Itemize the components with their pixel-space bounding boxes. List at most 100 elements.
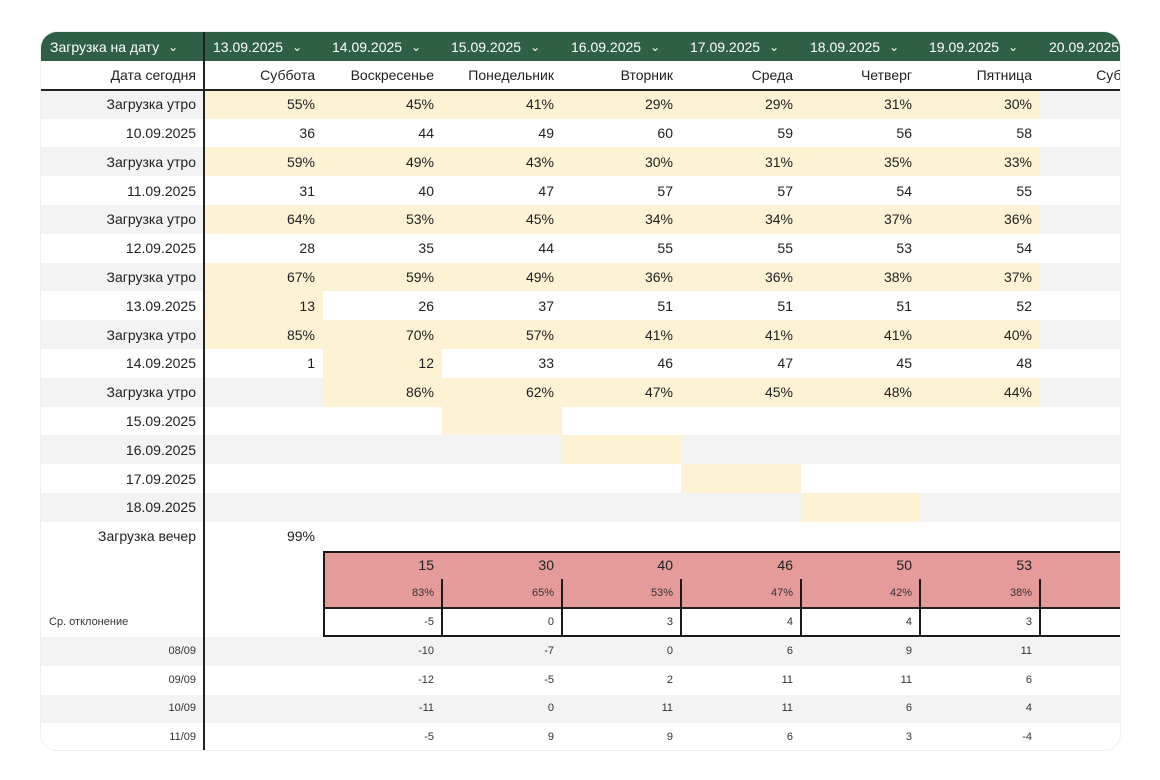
table-cell: 49 [442, 118, 562, 148]
row-label: Загрузка утро [41, 89, 204, 119]
chevron-down-icon[interactable]: ⌄ [168, 39, 179, 54]
summary-percent-cell: 38% [920, 579, 1040, 609]
table-cell: 44 [323, 118, 442, 148]
history-cell: 3 [801, 723, 920, 750]
table-cell: 43% [442, 147, 562, 177]
table-cell [681, 493, 801, 522]
load-forecast-grid: Загрузка на дату ⌄ 13.09.2025 ⌄ 14.09.2025 ⌄ 1… [41, 32, 1120, 750]
chevron-down-icon[interactable]: ⌄ [1008, 39, 1019, 54]
history-cell [1040, 637, 1120, 666]
history-cell: -10 [323, 637, 442, 666]
chevron-down-icon[interactable]: ⌄ [650, 39, 661, 54]
table-cell: 36% [562, 262, 681, 292]
table-cell: 55 [562, 233, 681, 263]
history-cell: 11 [562, 694, 681, 724]
date-header-dropdown[interactable]: 20.09.2025 [1040, 32, 1120, 61]
row-label: 08/09 [41, 637, 204, 666]
history-cell: 9 [801, 637, 920, 666]
row-label: 09/09 [41, 665, 204, 695]
table-cell [562, 464, 681, 493]
cell-separator [919, 579, 921, 637]
table-cell: 51 [562, 291, 681, 321]
table-cell [323, 464, 442, 493]
weekday-header: Среда [681, 61, 801, 90]
row-label: Загрузка вечер [41, 521, 204, 551]
row-label: 10/09 [41, 694, 204, 724]
table-cell: 55 [920, 176, 1040, 205]
table-cell: 31 [204, 176, 323, 205]
row-label: 13.09.2025 [41, 291, 204, 321]
table-cell: 12 [323, 349, 442, 378]
table-cell: 41% [562, 320, 681, 349]
history-cell [1040, 694, 1120, 724]
table-cell [442, 435, 562, 465]
table-cell: 35 [323, 233, 442, 263]
table-cell: 47% [562, 377, 681, 407]
table-cell: 31% [681, 147, 801, 177]
table-cell [1040, 205, 1120, 234]
table-cell [1040, 521, 1120, 551]
table-cell [1040, 320, 1120, 349]
table-cell: 53 [801, 233, 920, 263]
chevron-down-icon[interactable]: ⌄ [292, 39, 303, 54]
table-cell: 37% [920, 262, 1040, 292]
table-cell: 26 [323, 291, 442, 321]
chevron-down-icon[interactable]: ⌄ [769, 39, 780, 54]
chevron-down-icon[interactable]: ⌄ [411, 39, 422, 54]
header-label: 18.09.2025 [810, 38, 881, 55]
row-label [41, 550, 204, 580]
header-label: 14.09.2025 [332, 38, 403, 55]
table-cell: 85% [204, 320, 323, 349]
table-cell: 45% [323, 89, 442, 119]
deviation-cell [1040, 608, 1120, 637]
table-cell [1040, 493, 1120, 522]
header-label: 13.09.2025 [213, 38, 284, 55]
history-cell: 6 [681, 637, 801, 666]
table-cell [920, 464, 1040, 493]
table-cell: 48% [801, 377, 920, 407]
table-cell: 40% [920, 320, 1040, 349]
table-cell [1040, 291, 1120, 321]
table-cell [562, 521, 681, 551]
history-cell: -12 [323, 665, 442, 695]
history-cell: 11 [920, 637, 1040, 666]
frozen-column-divider [203, 32, 205, 750]
table-cell [1040, 176, 1120, 205]
table-cell [204, 406, 323, 436]
header-filter-dropdown[interactable]: Загрузка на дату ⌄ [41, 32, 204, 61]
table-cell: 57% [442, 320, 562, 349]
header-label: 16.09.2025 [571, 38, 642, 55]
date-header-dropdown[interactable]: 13.09.2025 ⌄ [204, 32, 323, 61]
date-header-dropdown[interactable]: 15.09.2025 ⌄ [442, 32, 562, 61]
summary-count-cell: 15 [323, 550, 442, 580]
date-header-dropdown[interactable]: 17.09.2025 ⌄ [681, 32, 801, 61]
date-header-dropdown[interactable]: 16.09.2025 ⌄ [562, 32, 681, 61]
table-cell [323, 521, 442, 551]
table-cell: 57 [562, 176, 681, 205]
cell-separator [441, 579, 443, 637]
date-header-dropdown[interactable]: 18.09.2025 ⌄ [801, 32, 920, 61]
table-cell: 29% [562, 89, 681, 119]
table-cell: 37 [442, 291, 562, 321]
chevron-down-icon[interactable]: ⌄ [889, 39, 900, 54]
summary-percent-cell [1040, 579, 1120, 609]
table-cell: 28 [204, 233, 323, 263]
table-cell: 86% [323, 377, 442, 407]
header-label: 17.09.2025 [690, 38, 761, 55]
row-label: 15.09.2025 [41, 406, 204, 436]
chevron-down-icon[interactable]: ⌄ [530, 39, 541, 54]
table-cell: 58 [920, 118, 1040, 148]
date-header-dropdown[interactable]: 19.09.2025 ⌄ [920, 32, 1040, 61]
row-label: 10.09.2025 [41, 118, 204, 148]
weekday-header: Понедельник [442, 61, 562, 90]
date-header-dropdown[interactable]: 14.09.2025 ⌄ [323, 32, 442, 61]
weekday-header: Вторник [562, 61, 681, 90]
table-cell: 33 [442, 349, 562, 378]
table-cell: 31% [801, 89, 920, 119]
table-cell: 51 [681, 291, 801, 321]
summary-percent-cell: 53% [562, 579, 681, 609]
history-cell [1040, 665, 1120, 695]
table-cell: 38% [801, 262, 920, 292]
table-cell [681, 435, 801, 465]
table-cell [204, 377, 323, 407]
